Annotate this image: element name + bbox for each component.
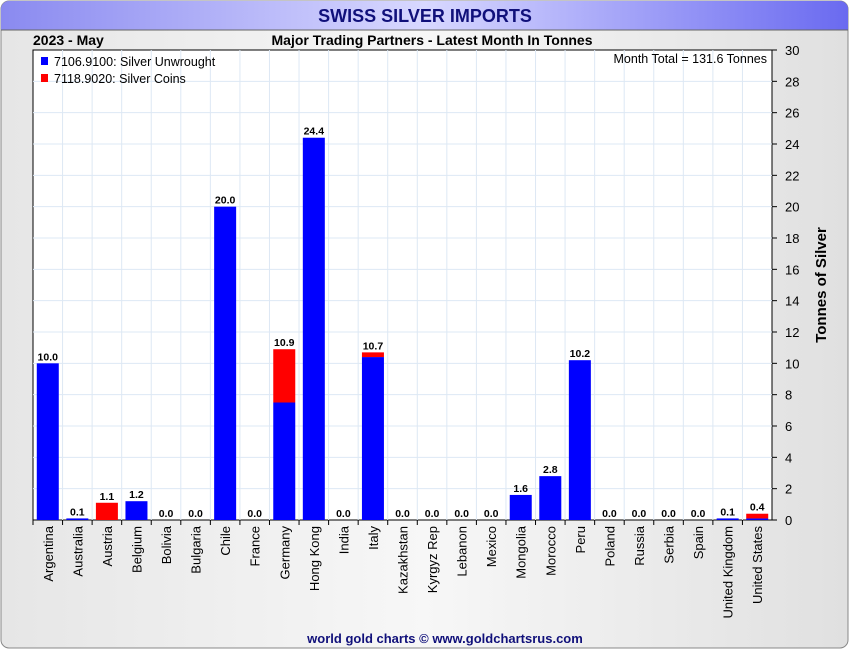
data-label: 0.0: [484, 508, 499, 520]
month-total: Month Total = 131.6 Tonnes: [614, 52, 767, 66]
data-label: 0.0: [632, 508, 647, 520]
y-tick-label: 24: [785, 137, 799, 152]
y-tick-label: 2: [785, 482, 792, 497]
period-label: 2023 - May: [33, 32, 104, 48]
y-tick-label: 8: [785, 388, 792, 403]
x-tick-label: Mexico: [484, 526, 499, 567]
data-label: 10.9: [274, 337, 295, 349]
data-label: 0.0: [602, 508, 617, 520]
y-tick-label: 30: [785, 43, 799, 58]
y-tick-label: 20: [785, 200, 799, 215]
legend-swatch-unwrought: [41, 57, 48, 65]
plot-area: [32, 49, 773, 521]
x-tick-label: Bolivia: [159, 525, 174, 564]
y-tick-label: 18: [785, 231, 799, 246]
legend-coins: 7118.9020: Silver Coins: [54, 72, 186, 86]
x-tick-label: Belgium: [129, 526, 144, 573]
y-tick-label: 16: [785, 262, 799, 277]
x-tick-label: Serbia: [662, 525, 677, 563]
x-tick-label: Poland: [602, 526, 617, 566]
data-label: 2.8: [543, 464, 558, 476]
footer-credit: world gold charts © www.goldchartsrus.co…: [306, 631, 583, 646]
bar-germany: [273, 402, 296, 520]
bar-italy: [361, 357, 384, 520]
x-tick-label: Australia: [70, 525, 85, 576]
x-tick-label: India: [336, 525, 351, 554]
y-tick-label: 22: [785, 168, 799, 183]
bar-germany: [273, 349, 296, 403]
data-label: 0.0: [247, 508, 262, 520]
x-tick-label: Hong Kong: [307, 526, 322, 591]
bar-australia: [66, 518, 89, 520]
x-tick-label: Lebanon: [455, 526, 470, 577]
bar-morocco: [539, 476, 562, 520]
data-label: 0.1: [720, 506, 735, 518]
x-tick-label: Chile: [218, 526, 233, 556]
bar-belgium: [125, 501, 148, 520]
y-tick-label: 6: [785, 419, 792, 434]
bar-united-states: [746, 513, 769, 519]
data-label: 20.0: [215, 195, 236, 207]
y-tick-label: 4: [785, 450, 792, 465]
x-tick-label: Italy: [366, 526, 381, 550]
data-label: 0.0: [425, 508, 440, 520]
y-tick-label: 28: [785, 74, 799, 89]
data-label: 0.0: [661, 508, 676, 520]
bar-argentina: [36, 363, 59, 520]
y-tick-label: 10: [785, 356, 799, 371]
x-tick-label: Argentina: [41, 525, 56, 581]
x-tick-label: France: [248, 526, 263, 566]
bar-chile: [214, 206, 237, 520]
data-label: 0.4: [750, 502, 765, 514]
legend-unwrought: 7106.9100: Silver Unwrought: [54, 55, 216, 69]
data-label: 0.1: [70, 506, 85, 518]
x-tick-label: Morocco: [543, 526, 558, 576]
y-tick-label: 12: [785, 325, 799, 340]
data-label: 0.0: [454, 508, 469, 520]
data-label: 10.7: [363, 340, 384, 352]
data-label: 0.0: [395, 508, 410, 520]
legend-swatch-coins: [41, 74, 48, 82]
data-label: 1.6: [513, 483, 528, 495]
y-tick-label: 0: [785, 513, 792, 528]
chart-title: SWISS SILVER IMPORTS: [318, 6, 532, 26]
x-tick-label: Germany: [277, 526, 292, 580]
data-label: 10.2: [570, 348, 591, 360]
bar-peru: [568, 360, 591, 520]
data-label: 1.2: [129, 489, 144, 501]
bar-united-states: [746, 518, 769, 520]
data-label: 1.1: [100, 491, 115, 503]
x-tick-label: United Kingdom: [721, 526, 736, 619]
bar-italy: [361, 352, 384, 358]
data-label: 0.0: [691, 508, 706, 520]
x-tick-label: Austria: [100, 525, 115, 566]
bar-mongolia: [509, 494, 532, 520]
x-tick-label: Kazakhstan: [396, 526, 411, 594]
x-tick-label: Bulgaria: [189, 525, 204, 573]
x-tick-label: Mongolia: [514, 525, 529, 579]
x-tick-label: Kyrgyz Rep: [425, 526, 440, 593]
data-label: 10.0: [38, 351, 59, 363]
x-tick-label: Spain: [691, 526, 706, 559]
bar-hong-kong: [302, 137, 325, 520]
x-tick-label: United States: [750, 526, 765, 605]
bar-united-kingdom: [716, 518, 739, 520]
data-label: 0.0: [336, 508, 351, 520]
data-label: 24.4: [304, 126, 325, 138]
data-label: 0.0: [159, 508, 174, 520]
x-tick-label: Russia: [632, 525, 647, 566]
data-label: 0.0: [188, 508, 203, 520]
y-tick-label: 26: [785, 106, 799, 121]
bar-austria: [95, 502, 118, 520]
y-axis-label: Tonnes of Silver: [813, 227, 830, 343]
y-tick-label: 14: [785, 294, 799, 309]
chart-subtitle: Major Trading Partners - Latest Month In…: [272, 32, 593, 48]
x-tick-label: Peru: [573, 526, 588, 553]
